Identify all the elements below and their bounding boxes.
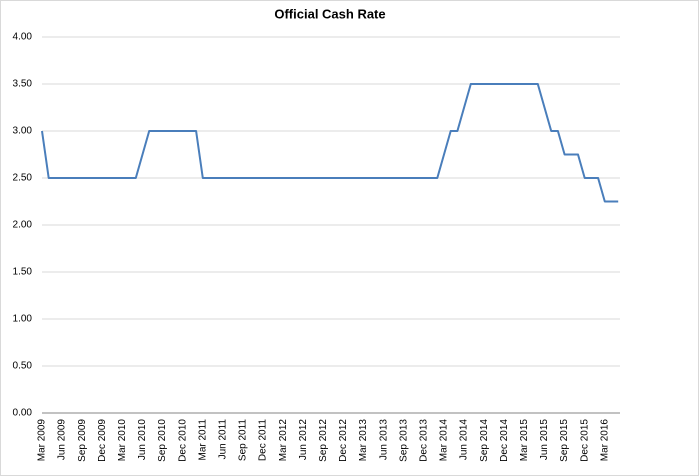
x-tick-label: Sep 2012 <box>318 419 329 462</box>
x-tick-label: Mar 2014 <box>439 419 450 462</box>
x-tick-label: Jun 2011 <box>218 419 229 460</box>
y-tick-label: 2.50 <box>13 173 33 184</box>
y-tick-label: 3.50 <box>13 79 33 90</box>
x-tick-label: Mar 2015 <box>519 419 530 462</box>
x-tick-label: Mar 2013 <box>358 419 369 462</box>
x-tick-label: Dec 2009 <box>97 419 108 462</box>
x-tick-label: Mar 2016 <box>599 419 610 462</box>
x-tick-label: Sep 2009 <box>77 419 88 462</box>
y-tick-label: 2.00 <box>13 220 33 231</box>
x-tick-label: Mar 2009 <box>37 419 48 462</box>
y-tick-label: 1.00 <box>13 314 33 325</box>
x-tick-label: Mar 2012 <box>278 419 289 462</box>
x-tick-label: Dec 2013 <box>419 419 430 462</box>
x-tick-label: Dec 2011 <box>258 419 269 462</box>
y-tick-label: 1.50 <box>13 267 33 278</box>
x-tick-label: Dec 2015 <box>579 419 590 462</box>
chart-title: Official Cash Rate <box>274 6 385 21</box>
x-tick-label: Sep 2014 <box>479 419 490 462</box>
x-tick-label: Sep 2010 <box>157 419 168 462</box>
x-tick-label: Mar 2010 <box>117 419 128 462</box>
x-tick-label: Jun 2013 <box>378 419 389 461</box>
y-tick-label: 0.50 <box>13 361 33 372</box>
x-tick-label: Sep 2015 <box>559 419 570 462</box>
y-tick-label: 4.00 <box>13 32 33 43</box>
x-tick-label: Jun 2015 <box>539 419 550 461</box>
x-tick-label: Jun 2014 <box>459 419 470 461</box>
x-tick-label: Sep 2013 <box>398 419 409 462</box>
x-tick-label: Dec 2012 <box>338 419 349 462</box>
x-tick-label: Dec 2014 <box>499 419 510 462</box>
x-tick-label: Jun 2010 <box>137 419 148 461</box>
x-tick-label: Jun 2009 <box>57 419 68 461</box>
y-tick-label: 0.00 <box>13 408 33 419</box>
x-tick-label: Mar 2011 <box>197 419 208 461</box>
x-tick-label: Jun 2012 <box>298 419 309 461</box>
x-tick-label: Sep 2011 <box>238 419 249 462</box>
y-tick-label: 3.00 <box>13 126 33 137</box>
x-tick-label: Dec 2010 <box>177 419 188 462</box>
data-line <box>41 83 619 203</box>
